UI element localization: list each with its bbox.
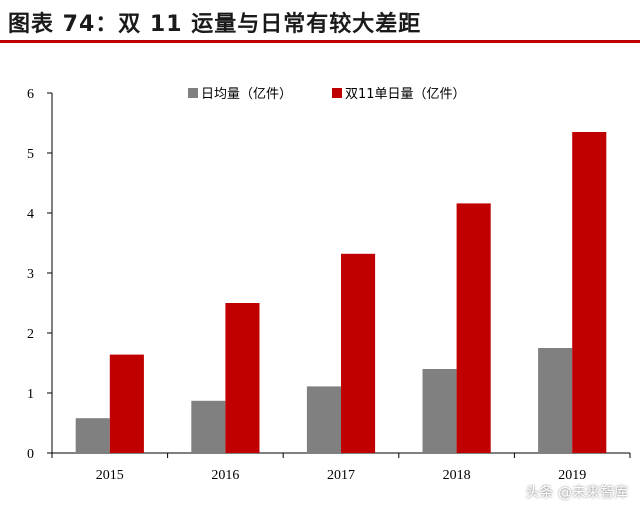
legend-label: 双11单日量（亿件） [345, 87, 466, 102]
double11-bar-2015 [109, 354, 144, 453]
double11-bar-2017 [341, 253, 376, 453]
x-axis: 2015 2016 2017 2018 2019 [51, 452, 631, 483]
y-axis: 0 1 2 3 4 5 6 [27, 87, 53, 462]
y-tick-label: 6 [27, 87, 34, 102]
legend-swatch [332, 88, 342, 98]
legend-label: 日均量（亿件） [201, 87, 292, 102]
y-tick-label: 5 [27, 147, 34, 162]
x-tick-label: 2016 [211, 468, 239, 483]
legend-swatch [188, 88, 198, 98]
legend: 日均量（亿件） 双11单日量（亿件） [188, 87, 466, 102]
x-tick-label: 2019 [558, 468, 586, 483]
y-tick-label: 3 [27, 267, 34, 282]
x-tick-label: 2018 [443, 468, 471, 483]
y-tick-label: 0 [27, 447, 34, 462]
daily-average-bar-2018 [422, 369, 457, 453]
y-tick-label: 1 [27, 387, 34, 402]
watermark: 头条 @未来智库 [525, 485, 628, 501]
bars [75, 132, 607, 453]
y-tick-label: 2 [27, 327, 34, 342]
daily-average-bar-2016 [191, 400, 226, 453]
daily-average-bar-2019 [538, 348, 573, 453]
y-tick-label: 4 [27, 207, 34, 222]
title-divider [0, 40, 640, 43]
daily-average-bar-2017 [306, 386, 341, 453]
double11-bar-2016 [225, 303, 260, 453]
daily-average-bar-2015 [75, 418, 110, 453]
double11-bar-2018 [456, 203, 491, 453]
x-tick-label: 2017 [327, 468, 355, 483]
double11-bar-2019 [572, 132, 607, 453]
chart-title: 图表 74：双 11 运量与日常有较大差距 [8, 12, 422, 37]
x-tick-label: 2015 [96, 468, 124, 483]
